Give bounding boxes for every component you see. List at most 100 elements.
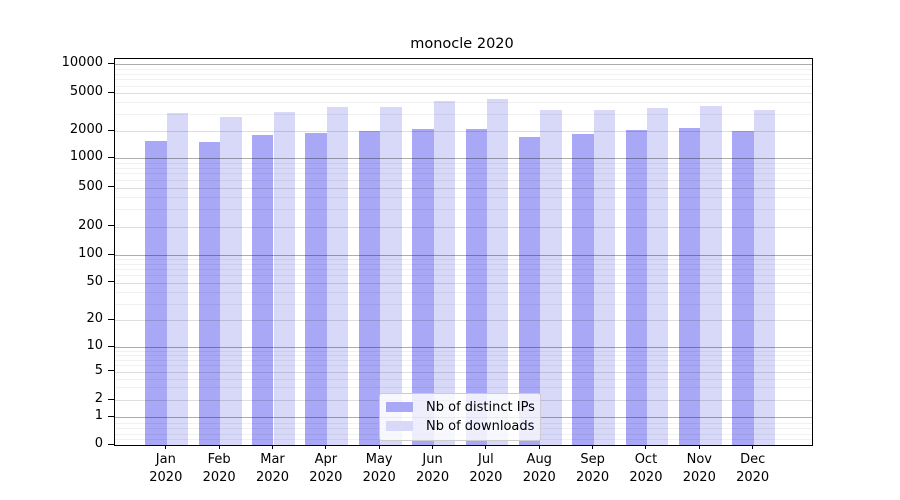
major-gridline	[114, 255, 812, 256]
y-tick-label: 10	[86, 338, 103, 353]
major-gridline	[114, 371, 812, 373]
y-tick-mark	[107, 415, 114, 417]
plot-area: Nb of distinct IPs Nb of downloads	[113, 57, 813, 446]
x-tick-label: Jan 2020	[134, 451, 198, 486]
legend-label: Nb of downloads	[426, 418, 535, 434]
x-tick-label: Mar 2020	[241, 451, 305, 486]
bar-downloads	[646, 107, 669, 445]
bar-downloads	[326, 106, 349, 445]
y-tick-label: 2	[94, 391, 103, 406]
y-tick-label: 1	[94, 408, 103, 423]
y-tick-label: 1000	[69, 149, 103, 165]
x-tick-mark	[485, 444, 487, 449]
x-tick-mark	[538, 444, 540, 449]
x-tick-mark	[272, 444, 273, 449]
x-tick-month: Nov	[686, 452, 712, 467]
y-tick-mark	[107, 398, 114, 400]
y-tick-mark	[107, 225, 114, 227]
x-tick-label: Dec 2020	[721, 451, 785, 486]
minor-gridline	[114, 179, 812, 181]
legend-label: Nb of distinct IPs	[426, 399, 535, 415]
legend-item: Nb of distinct IPs	[386, 399, 535, 415]
bar-distinct-ips	[465, 128, 487, 445]
bar-downloads	[380, 106, 402, 445]
minor-gridline	[114, 68, 812, 70]
x-tick-mark	[325, 444, 327, 449]
major-gridline	[114, 64, 812, 66]
y-tick-mark	[107, 186, 114, 188]
x-tick-month: Oct	[634, 452, 658, 467]
minor-gridline	[114, 350, 812, 352]
minor-gridline	[114, 102, 812, 104]
y-tick-label: 200	[78, 217, 103, 233]
x-tick-month: Jun	[422, 452, 443, 467]
minor-gridline	[114, 354, 812, 356]
x-tick-mark	[218, 444, 220, 449]
x-tick-year: 2020	[469, 469, 503, 485]
x-tick-year: 2020	[309, 469, 343, 485]
bar-distinct-ips	[412, 128, 434, 445]
minor-gridline	[114, 291, 812, 293]
x-tick-mark	[752, 444, 754, 449]
minor-gridline	[114, 269, 812, 271]
major-gridline	[114, 187, 812, 189]
legend-item: Nb of downloads	[386, 419, 534, 434]
y-tick-mark	[107, 91, 114, 93]
bar-downloads	[540, 110, 562, 445]
y-tick-mark	[107, 318, 114, 320]
minor-gridline	[114, 197, 812, 199]
legend: Nb of distinct IPs Nb of downloads	[379, 392, 541, 441]
minor-gridline	[114, 387, 812, 389]
bar-downloads	[753, 109, 776, 445]
major-gridline	[114, 158, 812, 160]
legend-swatch-downloads	[386, 421, 413, 431]
y-tick-mark	[107, 156, 114, 158]
x-tick-month: Mar	[260, 452, 285, 467]
y-tick-mark	[107, 443, 114, 445]
bar-distinct-ips	[305, 133, 327, 445]
y-tick-mark	[107, 370, 114, 372]
y-tick-label: 50	[86, 273, 103, 289]
x-tick-label: Sep 2020	[561, 451, 625, 486]
major-gridline	[114, 131, 812, 132]
major-gridline	[114, 226, 812, 228]
minor-gridline	[114, 359, 812, 361]
bar-distinct-ips	[572, 134, 594, 445]
minor-gridline	[114, 173, 812, 175]
x-tick-year: 2020	[416, 469, 450, 485]
bar-distinct-ips	[252, 135, 274, 445]
bar-distinct-ips	[732, 131, 754, 445]
y-tick-label: 500	[78, 178, 103, 194]
x-tick-year: 2020	[629, 469, 663, 485]
x-tick-year: 2020	[736, 469, 770, 485]
bar-downloads	[486, 98, 509, 445]
bar-downloads	[700, 105, 722, 445]
bar-distinct-ips	[625, 129, 647, 445]
x-tick-month: Dec	[740, 452, 766, 467]
x-tick-year: 2020	[149, 469, 183, 485]
bar-distinct-ips	[198, 141, 221, 445]
x-tick-month: Apr	[314, 452, 338, 467]
x-tick-year: 2020	[522, 469, 556, 485]
major-gridline	[114, 282, 812, 284]
bar-distinct-ips	[145, 140, 167, 445]
minor-gridline	[114, 275, 812, 277]
x-tick-label: Oct 2020	[614, 451, 678, 486]
y-tick-mark	[107, 345, 114, 347]
x-tick-year: 2020	[682, 469, 716, 485]
y-tick-label: 5000	[69, 84, 103, 100]
y-tick-label: 5	[94, 362, 103, 378]
x-tick-mark	[432, 444, 434, 449]
bar-downloads	[593, 109, 615, 445]
x-tick-month: Jan	[155, 452, 176, 467]
minor-gridline	[114, 114, 812, 116]
minor-gridline	[114, 209, 812, 211]
x-tick-year: 2020	[202, 469, 236, 485]
minor-gridline	[114, 378, 812, 380]
x-tick-month: Feb	[207, 452, 231, 467]
x-tick-mark	[592, 444, 594, 449]
chart-title: monocle 2020	[410, 36, 514, 52]
y-tick-mark	[107, 253, 114, 255]
major-gridline	[114, 320, 812, 322]
